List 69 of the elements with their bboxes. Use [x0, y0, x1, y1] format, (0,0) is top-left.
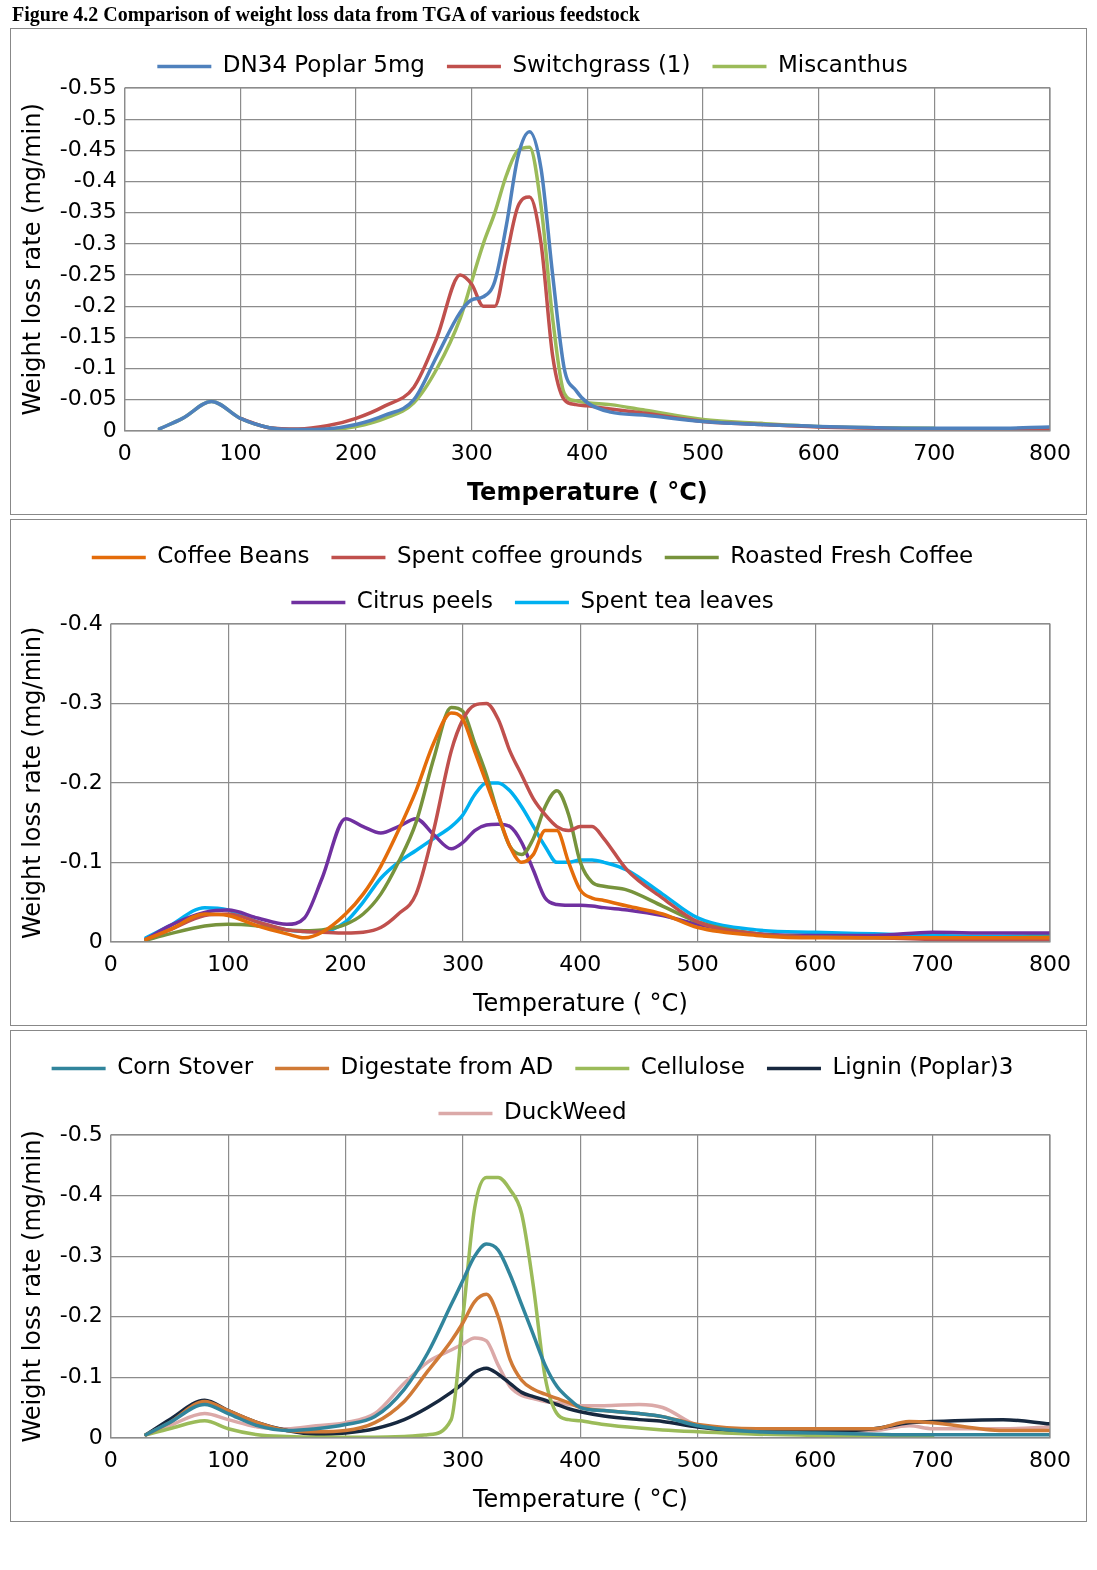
- x-axis-title: Temperature ( °C): [471, 988, 688, 1017]
- y-tick-label: -0.2: [59, 768, 103, 794]
- y-axis-title: Weight loss rate (mg/min): [17, 1130, 46, 1443]
- y-tick-label: -0.55: [59, 73, 117, 99]
- line-series: [144, 1242, 1050, 1437]
- y-tick-label: -0.4: [73, 167, 117, 193]
- y-tick-label: -0.4: [59, 609, 103, 635]
- x-tick-label: 300: [441, 950, 484, 976]
- y-tick-label: -0.5: [59, 1120, 103, 1146]
- y-axis-title: Weight loss rate (mg/min): [17, 626, 46, 940]
- legend-label: Lignin (Poplar)3: [832, 1053, 1014, 1080]
- legend-label: Corn Stover: [117, 1053, 254, 1080]
- y-tick-label: -0.35: [59, 198, 117, 224]
- x-tick-label: 700: [913, 439, 956, 465]
- x-axis-title: Temperature ( °C): [471, 1484, 688, 1513]
- x-tick-label: 300: [441, 1446, 484, 1472]
- legend-label: Switchgrass (1): [512, 51, 691, 78]
- y-tick-label: -0.05: [59, 385, 117, 411]
- y-tick-label: -0.2: [73, 291, 117, 317]
- y-axis-title: Weight loss rate (mg/min): [17, 103, 46, 416]
- legend-label: DuckWeed: [503, 1098, 627, 1125]
- legend-label: Spent tea leaves: [580, 587, 774, 614]
- x-tick-label: 100: [207, 1446, 250, 1472]
- line-series: [157, 129, 1050, 431]
- legend-label: Spent coffee grounds: [396, 542, 643, 569]
- x-axis-title: Temperature ( °C): [466, 477, 708, 506]
- x-tick-label: 500: [676, 950, 719, 976]
- x-tick-label: 800: [1029, 1446, 1071, 1472]
- y-tick-label: -0.4: [59, 1181, 103, 1207]
- x-tick-label: 600: [794, 950, 837, 976]
- x-tick-label: 100: [219, 439, 262, 465]
- legend-label: Citrus peels: [356, 587, 493, 614]
- y-tick-label: -0.25: [59, 260, 117, 286]
- x-tick-label: 400: [566, 439, 609, 465]
- x-tick-label: 800: [1029, 439, 1071, 465]
- y-tick-label: -0.15: [59, 323, 117, 349]
- y-tick-label: -0.3: [73, 229, 117, 255]
- x-tick-label: 400: [559, 950, 602, 976]
- y-tick-label: -0.3: [59, 689, 103, 715]
- x-tick-label: 300: [450, 439, 493, 465]
- legend-label: Roasted Fresh Coffee: [730, 542, 974, 569]
- legend-label: Cellulose: [640, 1053, 745, 1080]
- y-tick-label: -0.45: [59, 136, 117, 162]
- y-tick-label: -0.1: [59, 1362, 103, 1388]
- y-tick-label: -0.2: [59, 1302, 103, 1328]
- x-tick-label: 500: [682, 439, 725, 465]
- legend-label: Miscanthus: [777, 51, 908, 78]
- y-tick-label: 0: [88, 927, 103, 953]
- y-tick-label: -0.1: [73, 354, 117, 380]
- x-tick-label: 200: [335, 439, 378, 465]
- x-tick-label: 700: [911, 1446, 954, 1472]
- x-tick-label: 400: [559, 1446, 602, 1472]
- x-tick-label: 800: [1029, 950, 1071, 976]
- x-tick-label: 200: [324, 1446, 367, 1472]
- x-tick-label: 600: [797, 439, 840, 465]
- legend-label: DN34 Poplar 5mg: [222, 51, 425, 78]
- y-tick-label: 0: [88, 1423, 103, 1449]
- y-tick-label: -0.5: [73, 104, 117, 130]
- x-tick-label: 500: [676, 1446, 719, 1472]
- legend-label: Digestate from AD: [340, 1053, 554, 1080]
- x-tick-label: 700: [911, 950, 954, 976]
- x-tick-label: 600: [794, 1446, 837, 1472]
- x-tick-label: 200: [324, 950, 367, 976]
- legend-label: Coffee Beans: [157, 542, 310, 569]
- x-tick-label: 100: [207, 950, 250, 976]
- y-tick-label: -0.3: [59, 1241, 103, 1267]
- y-tick-label: 0: [102, 416, 117, 442]
- chart-title: Figure 4.2 Comparison of weight loss data from TGA of various feedstock: [12, 2, 641, 26]
- y-tick-label: -0.1: [59, 848, 103, 874]
